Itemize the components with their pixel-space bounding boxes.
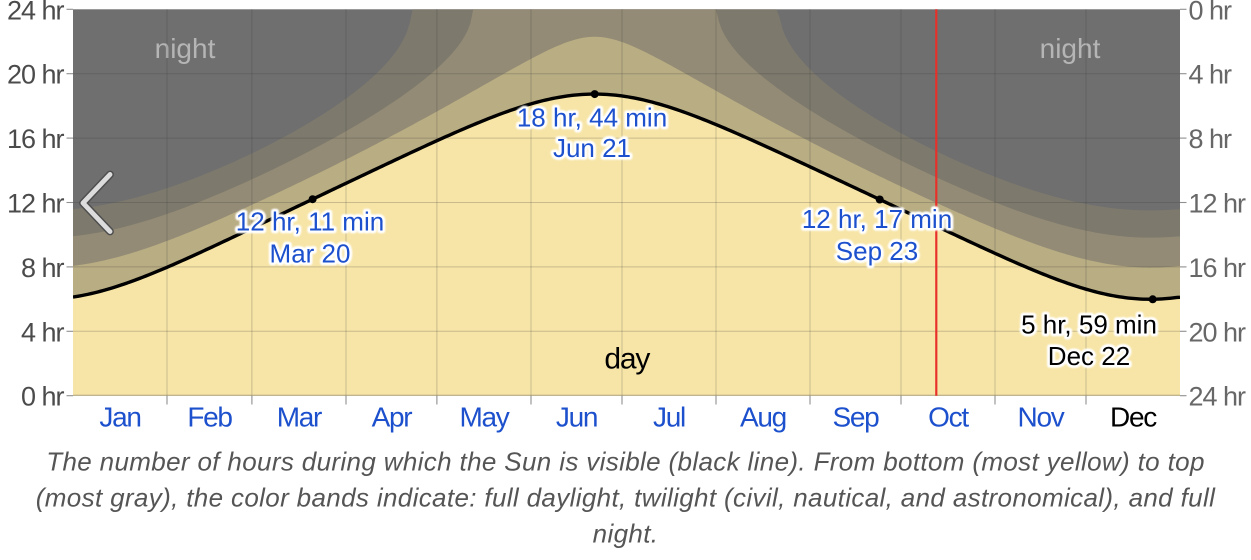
svg-text:20 hr: 20 hr (7, 60, 65, 90)
svg-text:night: night (155, 33, 216, 64)
svg-text:(most gray), the color bands i: (most gray), the color bands indicate: f… (36, 483, 1216, 513)
svg-text:5 hr, 59 min: 5 hr, 59 min (1021, 310, 1157, 340)
svg-text:Dec 22: Dec 22 (1048, 341, 1130, 371)
svg-text:16 hr: 16 hr (7, 124, 65, 154)
svg-text:Feb: Feb (187, 402, 232, 433)
svg-text:Jul: Jul (653, 402, 685, 433)
svg-text:8 hr: 8 hr (21, 253, 65, 283)
svg-text:12 hr: 12 hr (7, 189, 65, 219)
svg-text:12 hr: 12 hr (1189, 189, 1247, 219)
svg-text:18 hr, 44 min: 18 hr, 44 min (517, 102, 667, 132)
svg-text:0 hr: 0 hr (21, 382, 65, 412)
svg-text:5 hr, 59 min: 5 hr, 59 min (1021, 310, 1157, 340)
svg-text:Jun: Jun (556, 402, 597, 433)
svg-text:Dec 22: Dec 22 (1048, 341, 1130, 371)
svg-text:Mar 20: Mar 20 (270, 239, 351, 269)
svg-text:Oct: Oct (928, 402, 969, 433)
svg-text:Mar: Mar (277, 402, 322, 433)
svg-text:Nov: Nov (1018, 402, 1065, 433)
svg-text:Aug: Aug (740, 402, 786, 433)
svg-text:20 hr: 20 hr (1189, 317, 1247, 347)
svg-text:12 hr, 17 min: 12 hr, 17 min (802, 204, 952, 234)
svg-text:18 hr, 44 min: 18 hr, 44 min (517, 102, 667, 132)
svg-text:4 hr: 4 hr (21, 317, 65, 347)
svg-text:0 hr: 0 hr (1189, 0, 1233, 25)
svg-text:24 hr: 24 hr (1189, 382, 1247, 412)
svg-text:Jan: Jan (99, 402, 140, 433)
svg-text:Mar 20: Mar 20 (270, 239, 351, 269)
svg-text:day: day (604, 343, 650, 376)
svg-text:12 hr, 17 min: 12 hr, 17 min (802, 204, 952, 234)
svg-text:12 hr, 11 min: 12 hr, 11 min (236, 207, 384, 237)
svg-text:4 hr: 4 hr (1189, 60, 1233, 90)
svg-text:Jun 21: Jun 21 (553, 133, 631, 163)
svg-text:night.: night. (593, 519, 659, 549)
svg-text:May: May (460, 402, 510, 433)
svg-text:Sep 23: Sep 23 (836, 236, 918, 266)
svg-text:16 hr: 16 hr (1189, 253, 1247, 283)
svg-text:Jun 21: Jun 21 (553, 133, 631, 163)
svg-text:24 hr: 24 hr (7, 0, 65, 25)
svg-text:Dec: Dec (1110, 402, 1157, 433)
svg-text:Sep: Sep (833, 402, 880, 433)
svg-text:8 hr: 8 hr (1189, 124, 1233, 154)
svg-text:night: night (1040, 33, 1101, 64)
svg-text:Sep 23: Sep 23 (836, 236, 918, 266)
svg-text:The number of hours during whi: The number of hours during which the Sun… (46, 447, 1205, 477)
svg-text:12 hr, 11 min: 12 hr, 11 min (236, 207, 384, 237)
svg-text:Apr: Apr (372, 402, 413, 433)
